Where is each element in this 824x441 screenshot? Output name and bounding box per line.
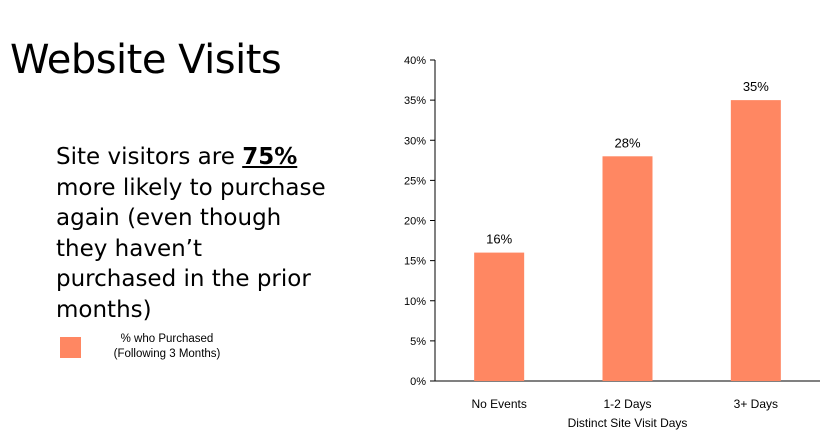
y-tick-label: 30% xyxy=(404,135,426,147)
statement-prefix: Site visitors are xyxy=(56,144,243,170)
legend-label: % who Purchased (Following 3 Months) xyxy=(92,332,242,362)
y-tick-label: 40% xyxy=(404,55,426,67)
chart-legend: % who Purchased (Following 3 Months) xyxy=(60,332,260,372)
bar-data-label: 35% xyxy=(743,79,769,94)
legend-label-line2: (Following 3 Months) xyxy=(113,348,221,360)
legend-swatch xyxy=(60,337,81,358)
bar xyxy=(730,100,781,381)
page-title: Website Visits xyxy=(10,37,282,83)
legend-label-line1: % who Purchased xyxy=(120,333,214,345)
y-tick-label: 20% xyxy=(404,216,426,228)
key-statement: Site visitors are 75% more likely to pur… xyxy=(56,142,326,325)
x-tick-label: 1-2 Days xyxy=(603,397,651,411)
y-tick-label: 35% xyxy=(404,95,426,107)
bar-data-label: 28% xyxy=(614,135,640,150)
y-tick-label: 5% xyxy=(410,336,426,348)
y-tick-label: 25% xyxy=(404,175,426,187)
statement-suffix: more likely to purchase again (even thou… xyxy=(56,174,326,323)
bar xyxy=(602,156,653,381)
x-axis-title: Distinct Site Visit Days xyxy=(568,416,688,430)
bar-data-label: 16% xyxy=(486,232,512,247)
y-tick-label: 0% xyxy=(410,376,426,388)
x-tick-label: No Events xyxy=(471,397,526,411)
bar xyxy=(474,252,525,381)
y-tick-label: 15% xyxy=(404,256,426,268)
y-tick-label: 10% xyxy=(404,296,426,308)
x-tick-label: 3+ Days xyxy=(734,397,778,411)
statement-highlight: 75% xyxy=(242,144,298,170)
